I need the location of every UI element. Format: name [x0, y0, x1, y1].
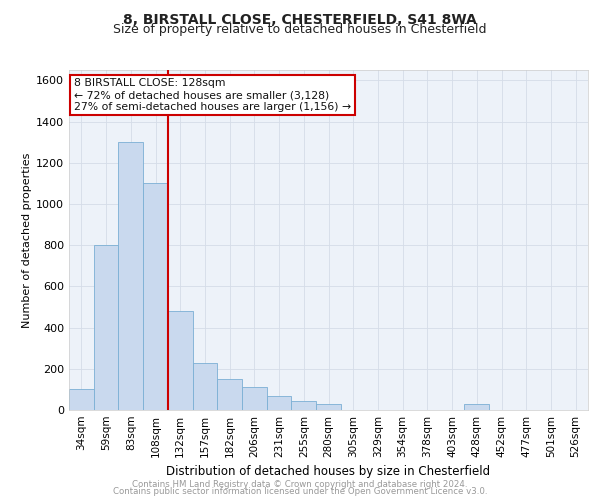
Bar [69, 390, 94, 410]
Bar [292, 400, 316, 410]
Bar [168, 311, 193, 410]
Bar [118, 142, 143, 410]
Bar [143, 184, 168, 410]
Bar [217, 379, 242, 410]
Text: 8, BIRSTALL CLOSE, CHESTERFIELD, S41 8WA: 8, BIRSTALL CLOSE, CHESTERFIELD, S41 8WA [123, 12, 477, 26]
Text: Contains HM Land Registry data © Crown copyright and database right 2024.: Contains HM Land Registry data © Crown c… [132, 480, 468, 489]
Bar [242, 388, 267, 410]
Bar [267, 396, 292, 410]
X-axis label: Distribution of detached houses by size in Chesterfield: Distribution of detached houses by size … [166, 466, 491, 478]
Bar [94, 245, 118, 410]
Bar [316, 404, 341, 410]
Text: 8 BIRSTALL CLOSE: 128sqm
← 72% of detached houses are smaller (3,128)
27% of sem: 8 BIRSTALL CLOSE: 128sqm ← 72% of detach… [74, 78, 352, 112]
Y-axis label: Number of detached properties: Number of detached properties [22, 152, 32, 328]
Bar [464, 404, 489, 410]
Text: Contains public sector information licensed under the Open Government Licence v3: Contains public sector information licen… [113, 487, 487, 496]
Text: Size of property relative to detached houses in Chesterfield: Size of property relative to detached ho… [113, 22, 487, 36]
Bar [193, 362, 217, 410]
